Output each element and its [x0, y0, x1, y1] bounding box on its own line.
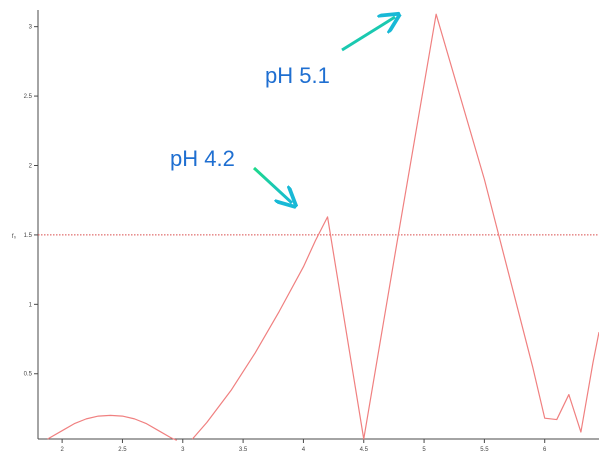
- x-tick-label: 6: [543, 447, 547, 453]
- annotation-ph-5-1-arrow: [341, 17, 395, 52]
- y-tick-label: 0.5: [24, 372, 33, 378]
- annotation-ph-4-2-label: pH 4.2: [170, 146, 235, 171]
- series-line-1: [47, 414, 177, 441]
- x-tick-label: 5: [422, 447, 426, 453]
- y-tick-label: 3: [29, 25, 33, 31]
- y-tick-label: 2.5: [24, 94, 33, 100]
- series-lines: [47, 13, 599, 441]
- x-tick-label: 5.5: [480, 447, 489, 453]
- y-tick-label: 1.5: [24, 233, 33, 239]
- axis-ticks: 2 2.5 3 3.5 4 4.5 5 5.5 6 0.5 1 1.5 2 2.5 3: [24, 25, 547, 453]
- annotation-ph-4-2: pH 4.2: [170, 146, 292, 203]
- series-line-2: [191, 13, 599, 440]
- x-tick-label: 3.5: [239, 447, 248, 453]
- axes: [37, 10, 599, 440]
- y-tick-label: 2: [29, 163, 33, 169]
- x-tick-label: 4.5: [360, 447, 369, 453]
- x-tick-label: 2.5: [118, 447, 127, 453]
- x-tick-label: 2: [60, 447, 64, 453]
- x-tick-label: 3: [181, 447, 185, 453]
- y-tick-label: 1: [29, 302, 33, 308]
- annotation-ph-5-1: pH 5.1: [265, 17, 395, 88]
- annotation-ph-4-2-arrow: [252, 166, 292, 203]
- x-tick-label: 4: [302, 447, 306, 453]
- y-axis-label: f₀: [12, 234, 17, 240]
- annotation-ph-5-1-label: pH 5.1: [265, 63, 330, 88]
